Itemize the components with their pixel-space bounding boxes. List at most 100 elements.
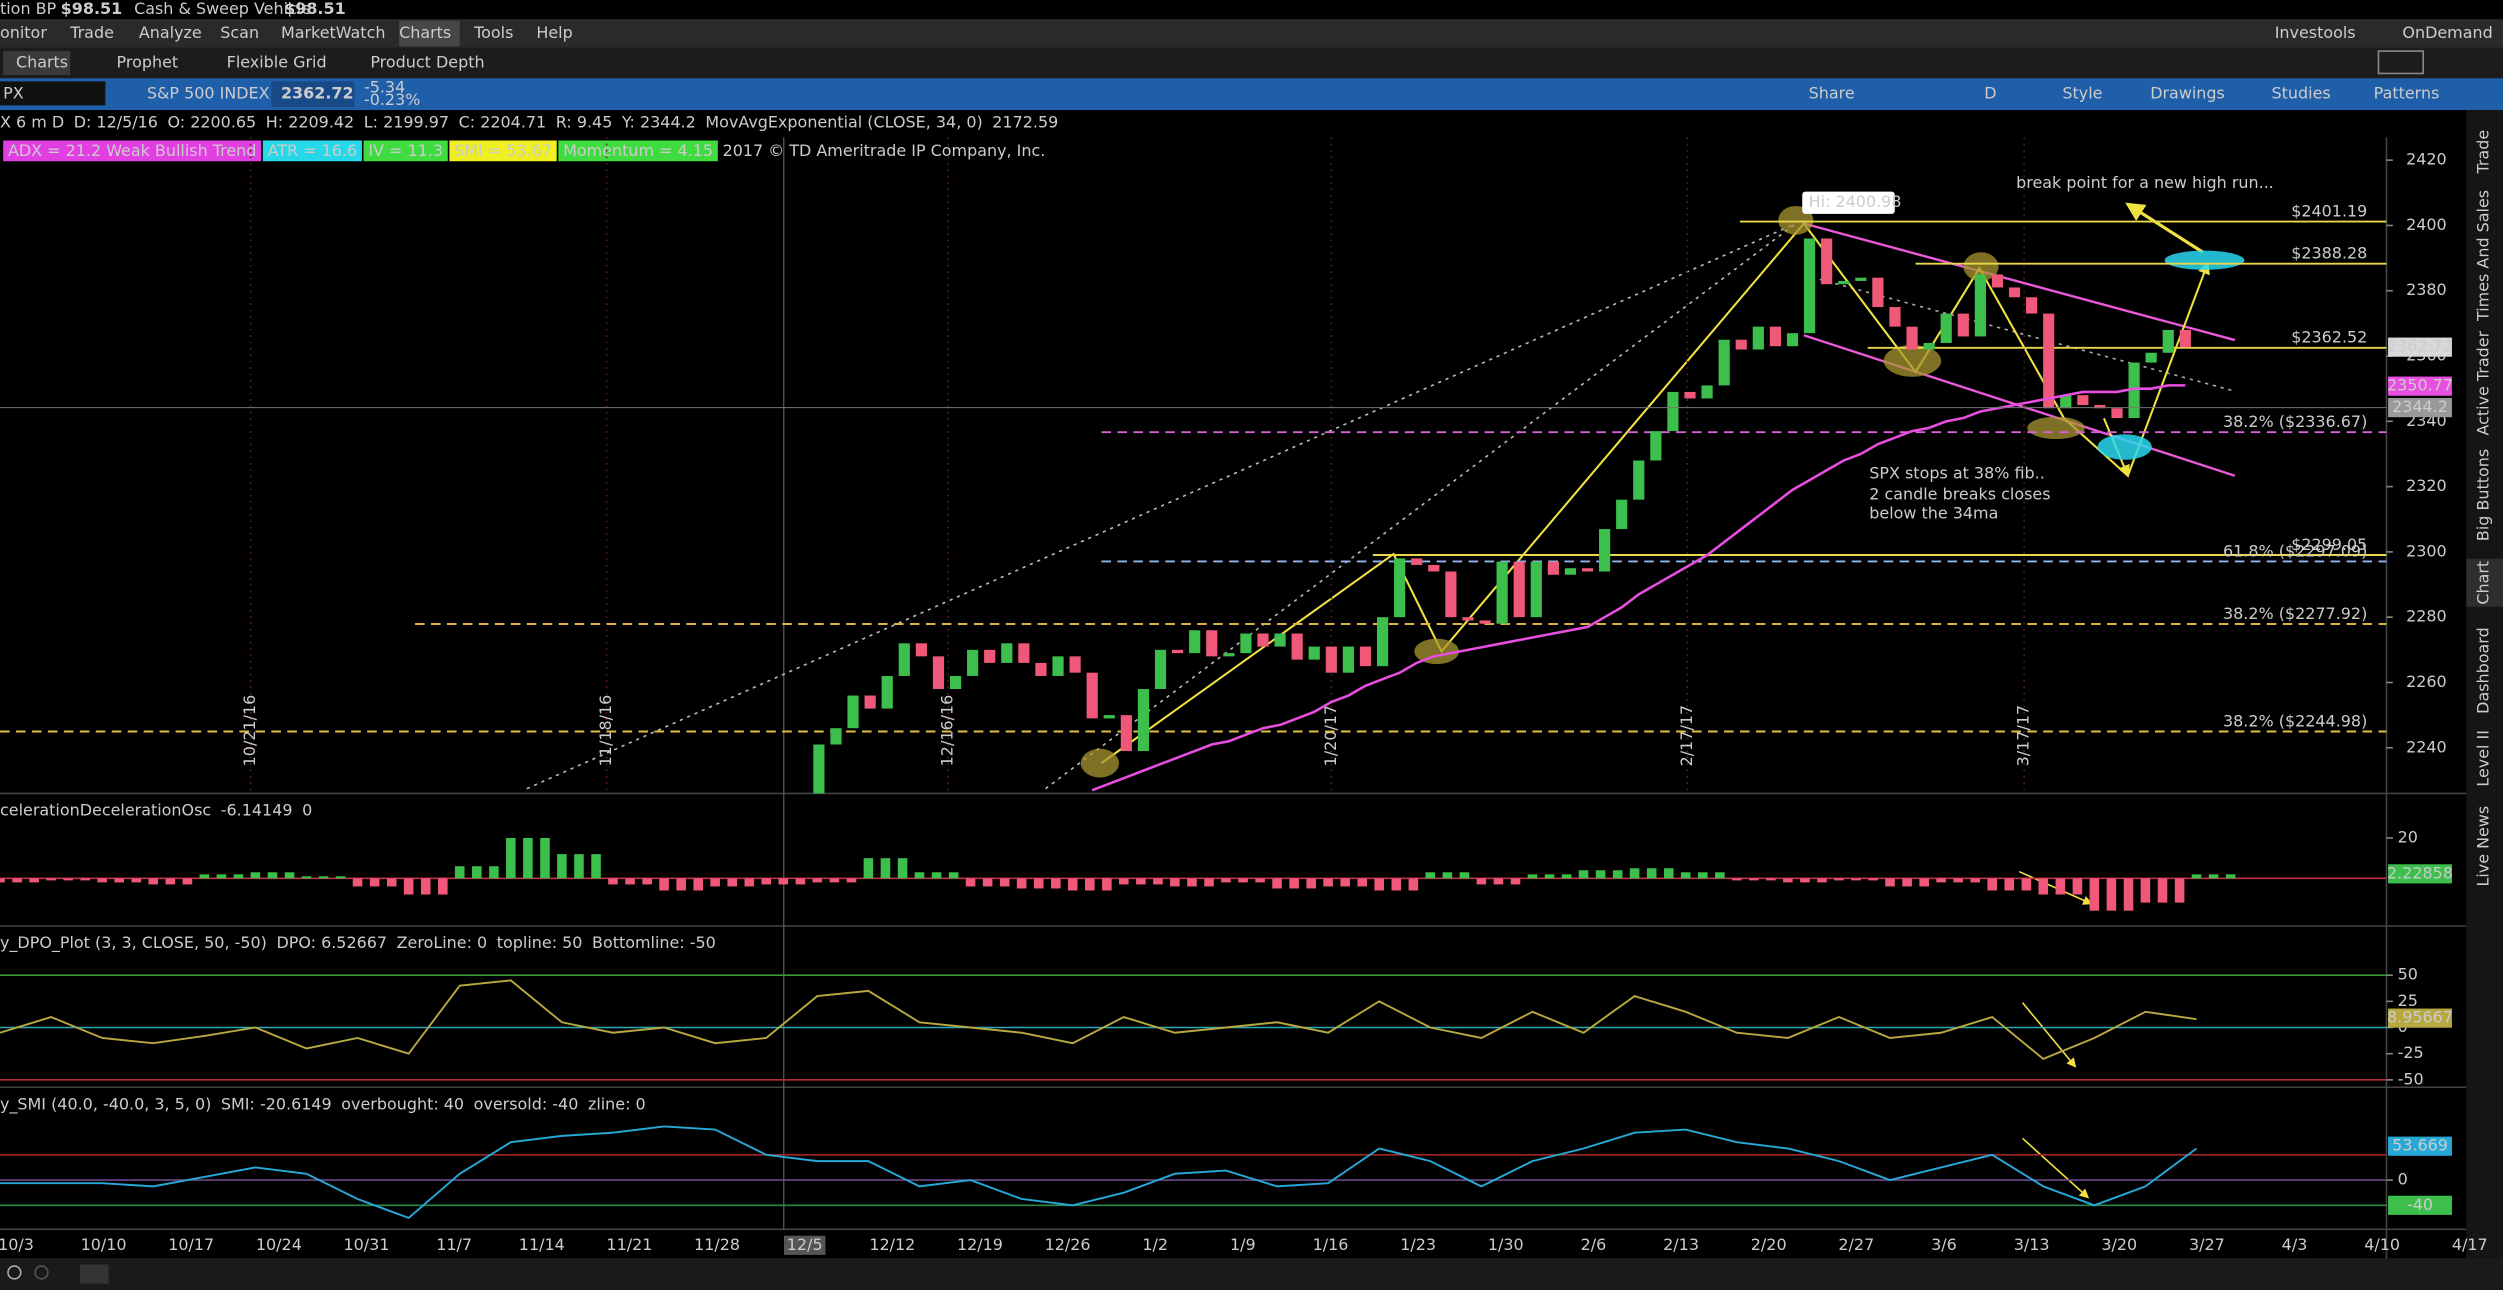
side-tab[interactable]: Dashboard	[2473, 627, 2492, 714]
histogram-bar	[676, 878, 686, 891]
histogram-bar	[1527, 874, 1538, 879]
side-tab[interactable]: Chart	[2473, 561, 2492, 605]
value-tag: 8.95667	[2387, 1008, 2453, 1027]
candle	[1120, 715, 1132, 752]
histogram-bar	[216, 874, 227, 879]
channel-line	[1803, 222, 2236, 342]
candle	[1137, 689, 1150, 752]
candle	[1172, 649, 1184, 654]
cursor-date-bg	[783, 1235, 826, 1255]
toolbar-button[interactable]: Share	[1809, 84, 1855, 103]
side-tab[interactable]: Big Buttons	[2473, 449, 2492, 541]
candle	[1206, 630, 1218, 657]
info-item: D: 12/5/16	[74, 112, 158, 131]
side-tab[interactable]: Trade	[2473, 130, 2492, 175]
y-tick-label: 0	[2398, 1170, 2408, 1189]
histogram-bar	[97, 878, 107, 883]
candle	[1411, 558, 1423, 565]
candle	[1274, 633, 1286, 647]
candle	[1974, 274, 1986, 337]
change-pct: -0.23%	[364, 90, 420, 109]
symbol[interactable]: PX	[3, 84, 24, 103]
x-tick-label: 12/26	[1045, 1235, 1091, 1254]
value-tag-bg	[2388, 1008, 2452, 1028]
ellipse	[2164, 250, 2245, 270]
menu-item[interactable]: Tools	[473, 23, 513, 42]
study-label: Momentum = 4.15	[563, 141, 713, 160]
candle	[864, 695, 876, 709]
value-tag-bg	[2388, 864, 2452, 884]
y-tick-label: 2280	[2406, 607, 2447, 626]
histogram-bar	[1255, 878, 1265, 883]
side-tab[interactable]: Live News	[2473, 806, 2492, 887]
histogram-bar	[1663, 868, 1674, 879]
toolbar-item[interactable]: Charts	[16, 53, 68, 72]
last-box	[271, 81, 355, 107]
toolbar-button[interactable]: Drawings	[2150, 84, 2225, 103]
zoom-icon[interactable]	[7, 1265, 22, 1280]
menu-item[interactable]: Analyze	[139, 23, 202, 42]
x-tick-label: 1/16	[1313, 1235, 1349, 1254]
info-item: C: 2204.71	[459, 112, 547, 131]
candle	[915, 643, 927, 657]
scroll-button[interactable]	[79, 1264, 109, 1284]
symbol-bar	[0, 78, 2503, 111]
histogram-bar	[2106, 878, 2117, 911]
price-tag: 2344.2	[2392, 397, 2448, 416]
toolbar-button[interactable]: Style	[2062, 84, 2102, 103]
candle	[1530, 561, 1542, 618]
study-header: y_DPO_Plot (3, 3, CLOSE, 50, -50)	[0, 933, 267, 953]
toolbar-item[interactable]: Product Depth	[370, 53, 484, 72]
zoom-icon[interactable]	[34, 1265, 49, 1280]
menu-item[interactable]: OnDemand	[2402, 23, 2492, 42]
x-tick-label: 1/30	[1488, 1235, 1524, 1254]
y-tick-label: 2320	[2406, 476, 2447, 495]
histogram-bar	[1800, 878, 1810, 883]
histogram-bar	[1561, 874, 1572, 879]
toolbar-button[interactable]: D	[1984, 84, 1996, 103]
info-item: O: 2200.65	[168, 112, 257, 131]
symbol-box[interactable]	[0, 81, 106, 106]
histogram-bar	[267, 872, 278, 879]
menu-item[interactable]: Trade	[69, 23, 114, 42]
menu-item[interactable]: Scan	[220, 23, 259, 42]
candle	[1855, 277, 1867, 281]
histogram-bar	[863, 858, 874, 879]
histogram-bar	[1493, 878, 1504, 885]
hi-label: Hi: 2400.98	[1809, 192, 1902, 211]
histogram-bar	[438, 878, 448, 895]
candle	[2111, 408, 2123, 419]
candle	[1445, 571, 1457, 618]
candle	[1223, 653, 1235, 657]
study-header: topline: 50	[497, 933, 583, 952]
menu-item[interactable]: Charts	[399, 23, 451, 42]
histogram-bar	[591, 854, 601, 879]
x-tick-label: 12/12	[869, 1235, 915, 1254]
histogram-bar	[1970, 878, 1981, 883]
menu-item[interactable]: onitor	[0, 23, 47, 42]
side-tab[interactable]: Level II	[2473, 730, 2492, 787]
study-label: ADX = 21.2 Weak Bullish Trend	[8, 141, 256, 160]
side-tab[interactable]: Active Trader	[2473, 330, 2492, 435]
candle	[2145, 352, 2157, 363]
candle	[949, 675, 962, 690]
x-tick-label: 10/31	[344, 1235, 390, 1254]
histogram-bar	[1646, 868, 1657, 879]
side-tab[interactable]: Times And Sales	[2473, 190, 2492, 322]
price-tag: 2362.72	[2387, 337, 2453, 356]
toolbar-button[interactable]: Studies	[2272, 84, 2331, 103]
account-bar	[0, 0, 2503, 20]
menu-item[interactable]: MarketWatch	[281, 23, 386, 42]
histogram-bar	[1340, 878, 1350, 887]
candle	[1342, 646, 1354, 673]
y-tick-label: 2300	[2406, 541, 2447, 560]
candle	[2043, 313, 2055, 409]
menu-item[interactable]: Investools	[2275, 23, 2356, 42]
ellipse	[2097, 434, 2152, 460]
menu-item[interactable]: Help	[536, 23, 572, 42]
histogram-bar	[914, 872, 925, 879]
candle	[1838, 280, 1850, 285]
toolbar-button[interactable]: Patterns	[2374, 84, 2440, 103]
toolbar-item[interactable]: Flexible Grid	[227, 53, 327, 72]
toolbar-item[interactable]: Prophet	[117, 53, 179, 72]
